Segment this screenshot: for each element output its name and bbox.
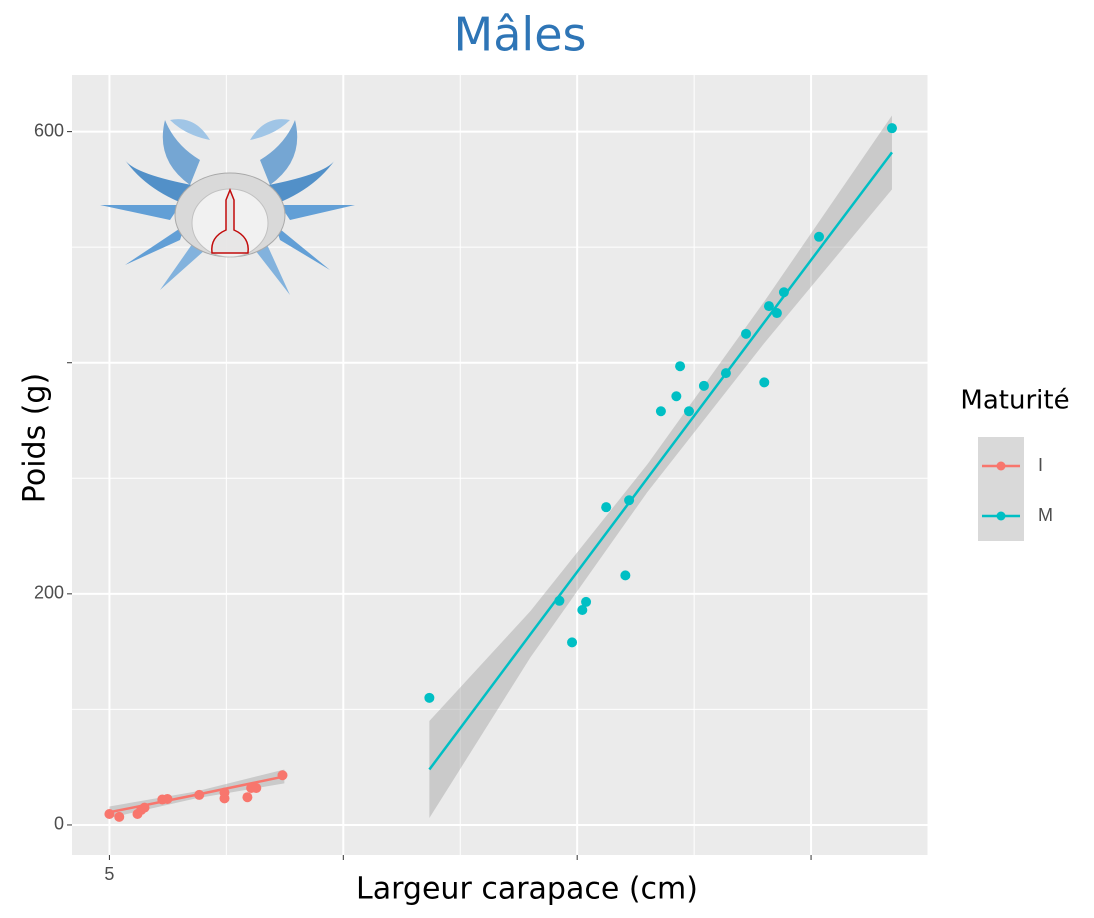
point (114, 812, 124, 822)
point (620, 570, 630, 580)
point (424, 693, 434, 703)
point (162, 794, 172, 804)
x-axis-title: Largeur carapace (cm) (356, 872, 698, 907)
legend-label: M (1038, 505, 1053, 525)
legend-label: I (1038, 455, 1043, 475)
point (581, 597, 591, 607)
point (741, 329, 751, 339)
point (671, 391, 681, 401)
y-tick-label: 0 (54, 814, 64, 834)
y-tick-label: 600 (34, 120, 64, 140)
chart: Mâles Largeur carapace (cm) Poids (g) Ma… (0, 0, 1094, 918)
point (675, 361, 685, 371)
point (759, 377, 769, 387)
point (684, 406, 694, 416)
point (814, 232, 824, 242)
point (140, 803, 150, 813)
legend-key-background (978, 437, 1024, 541)
point (772, 308, 782, 318)
point (554, 596, 564, 606)
legend-key-point (997, 462, 1006, 471)
point (779, 287, 789, 297)
point (601, 502, 611, 512)
point (219, 788, 229, 798)
point (242, 792, 252, 802)
point (194, 790, 204, 800)
point (624, 495, 634, 505)
y-tick-label: 200 (34, 583, 64, 603)
legend-key-point (997, 512, 1006, 521)
point (887, 123, 897, 133)
y-axis-title: Poids (g) (18, 373, 53, 503)
point (251, 783, 261, 793)
chart-title: Mâles (454, 8, 587, 62)
point (764, 301, 774, 311)
point (104, 809, 114, 819)
point (699, 381, 709, 391)
point (277, 770, 287, 780)
x-tick-label: 5 (104, 864, 114, 884)
point (567, 637, 577, 647)
legend-title: Maturité (960, 386, 1069, 416)
point (721, 368, 731, 378)
point (656, 406, 666, 416)
